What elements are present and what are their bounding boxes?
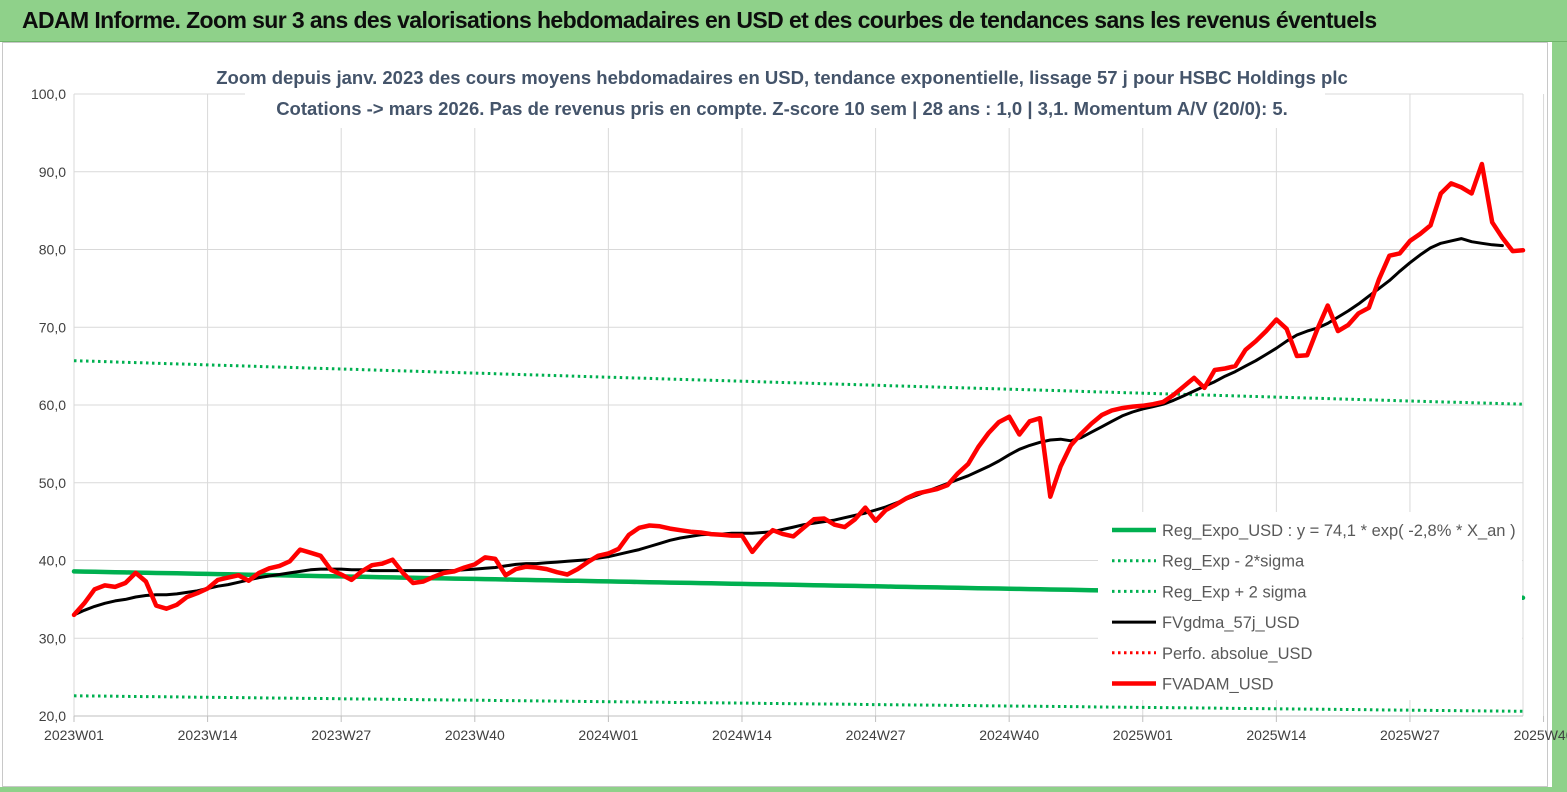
x-tick-label: 2023W27 [311,727,371,743]
y-tick-label: 40,0 [39,553,66,569]
y-tick-label: 100,0 [31,86,66,102]
legend-label-3: FVgdma_57j_USD [1162,614,1300,632]
chart-frame [2,42,1548,787]
y-tick-label: 30,0 [39,630,66,646]
legend-label-1: Reg_Exp - 2*sigma [1162,553,1305,571]
series-line-2 [73,359,1524,406]
report-banner: ADAM Informe. Zoom sur 3 ans des valoris… [0,0,1567,42]
x-tick-label: 2025W01 [1113,727,1173,743]
x-tick-label: 2024W40 [979,727,1039,743]
x-tick-label: 2023W40 [445,727,505,743]
y-tick-label: 50,0 [39,475,66,491]
x-tick-label: 2024W27 [846,727,906,743]
x-tick-label: 2023W14 [178,727,238,743]
series-line-1 [73,694,1524,713]
y-tick-label: 90,0 [39,164,66,180]
legend-label-0: Reg_Expo_USD : y = 74,1 * exp( -2,8% * X… [1162,522,1516,540]
x-tick-label: 2024W01 [578,727,638,743]
chart-title-line-1: Zoom depuis janv. 2023 des cours moyens … [216,67,1348,88]
x-tick-label: 2023W01 [44,727,104,743]
title-background [245,60,1325,128]
legend: Reg_Expo_USD : y = 74,1 * exp( -2,8% * X… [1098,512,1522,700]
series-line-3 [72,237,1504,617]
legend-label-5: FVADAM_USD [1162,676,1274,694]
bottom-border-strip [0,787,1552,792]
chart-title: Zoom depuis janv. 2023 des cours moyens … [216,60,1348,128]
x-tick-label: 2025W40 [1514,727,1567,743]
y-tick-label: 80,0 [39,242,66,258]
x-axis: 2023W01 2023W14 2023W27 2023W40 2024W01 2024W… [44,715,1567,743]
y-tick-label: 70,0 [39,319,66,335]
legend-label-2: Reg_Exp + 2 sigma [1162,583,1307,601]
chart-title-line-2: Cotations -> mars 2026. Pas de revenus p… [276,98,1288,119]
y-tick-label: 20,0 [39,708,66,724]
y-axis: 20,0 30,0 40,0 50,0 60,0 70,0 80,0 90,0 100,0 [31,86,66,724]
x-tick-label: 2024W14 [712,727,772,743]
right-border-strip [1552,42,1567,792]
report-title: ADAM Informe. Zoom sur 3 ans des valoris… [22,7,1377,33]
legend-label-4: Perfo. absolue_USD [1162,645,1313,663]
legend-background [1098,512,1522,700]
x-tick-label: 2025W27 [1380,727,1440,743]
y-tick-label: 60,0 [39,397,66,413]
x-tick-label: 2025W14 [1246,727,1306,743]
series-line-5 [71,161,1526,618]
